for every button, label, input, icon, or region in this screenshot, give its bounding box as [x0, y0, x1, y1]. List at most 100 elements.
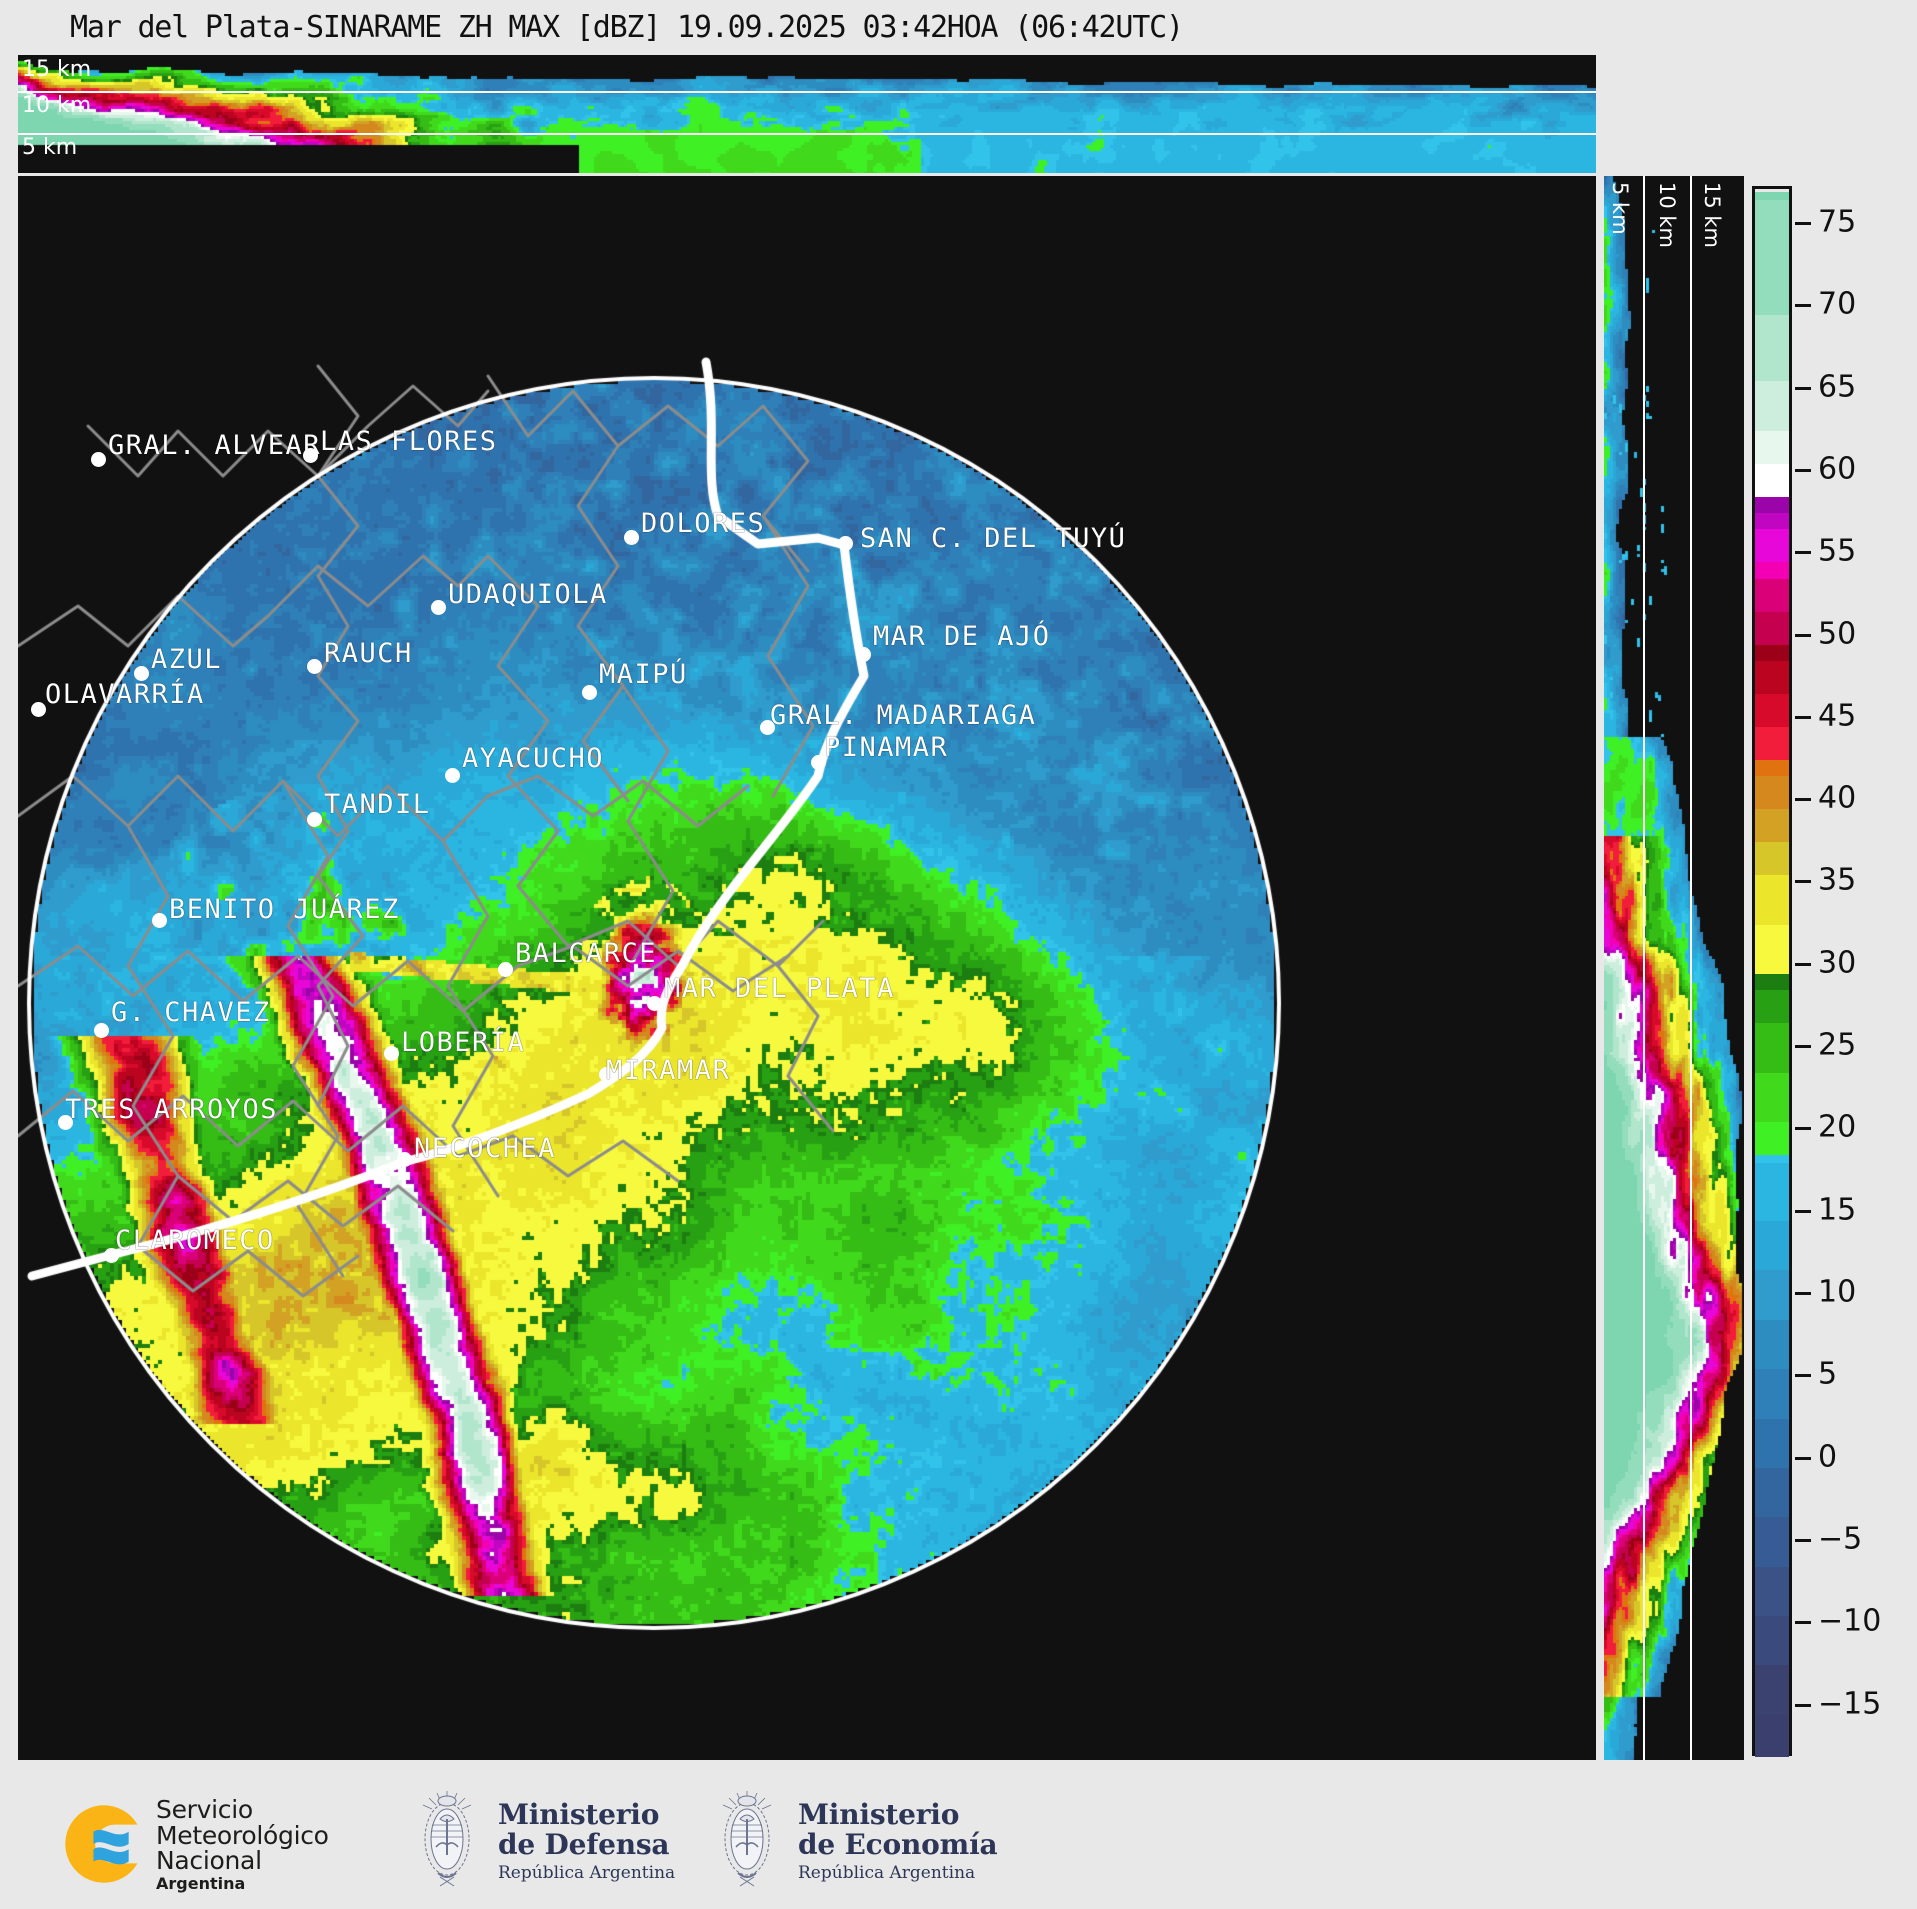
colorbar-tick — [1795, 1374, 1811, 1378]
defensa-sub: República Argentina — [498, 1862, 676, 1883]
city-marker-dot[interactable] — [811, 755, 826, 770]
xsec-right-label-10km: 10 km — [1655, 182, 1679, 249]
city-marker-dot[interactable] — [91, 452, 106, 467]
city-marker-dot[interactable] — [498, 962, 513, 977]
colorbar-tick — [1795, 1045, 1811, 1049]
colorbar-segment — [1755, 1336, 1789, 1346]
colorbar-segment — [1755, 266, 1789, 276]
smn-line-1: Servicio — [156, 1795, 253, 1824]
colorbar-segment — [1755, 1377, 1789, 1387]
colorbar-segment — [1755, 866, 1789, 877]
logo-ministerio-economia: Ministerio de Economía República Argenti… — [710, 1789, 998, 1893]
colorbar-segment — [1755, 850, 1789, 860]
colorbar-segment — [1755, 192, 1789, 202]
colorbar-segment — [1755, 381, 1789, 391]
colorbar-segment — [1755, 389, 1789, 399]
xsec-right-label-15km: 15 km — [1700, 182, 1724, 249]
colorbar-tick-label: 45 — [1818, 698, 1857, 734]
colorbar-segment — [1755, 1006, 1789, 1017]
colorbar-segment — [1755, 982, 1789, 992]
colorbar-segment — [1755, 1533, 1789, 1543]
radar-map-panel[interactable]: GRAL. ALVEAR LAS FLORES DOLORES SAN C. DEL … — [18, 176, 1596, 1760]
cross-section-top-panel: 15 km 10 km 5 km — [18, 55, 1596, 173]
colorbar-segment — [1755, 1558, 1789, 1568]
city-marker-dot[interactable] — [624, 530, 639, 545]
colorbar-tick-label: −10 — [1818, 1603, 1882, 1639]
colorbar-segment — [1755, 1739, 1789, 1749]
colorbar-segment — [1755, 1402, 1789, 1412]
city-marker-dot[interactable] — [397, 1152, 412, 1167]
xsec-top-gridline-5km — [18, 133, 1596, 135]
colorbar-segment — [1755, 661, 1789, 671]
colorbar-tick-label: 50 — [1818, 616, 1857, 651]
city-marker-dot[interactable] — [599, 1067, 614, 1082]
colorbar-segment — [1755, 356, 1789, 366]
colorbar-tick-label: 75 — [1818, 204, 1857, 240]
city-marker-dot[interactable] — [647, 996, 662, 1011]
colorbar-tick — [1795, 1456, 1811, 1460]
city-marker-dot[interactable] — [582, 685, 597, 700]
colorbar-segment — [1755, 331, 1789, 342]
city-marker-dot[interactable] — [31, 702, 46, 717]
city-marker-dot[interactable] — [307, 812, 322, 827]
smn-logo-icon — [65, 1805, 138, 1884]
colorbar-segment — [1755, 1048, 1789, 1058]
colorbar-segment — [1755, 1188, 1789, 1198]
colorbar-segment — [1755, 364, 1789, 375]
colorbar-segment — [1755, 908, 1789, 918]
colorbar-segment — [1755, 504, 1789, 515]
city-marker-dot[interactable] — [134, 666, 149, 681]
colorbar-segment — [1755, 1574, 1789, 1585]
colorbar-segment — [1755, 1089, 1789, 1099]
xsec-top-label-10km: 10 km — [22, 93, 92, 118]
city-marker-dot[interactable] — [838, 536, 853, 551]
colorbar-segment — [1755, 529, 1789, 539]
colorbar-segment — [1755, 1237, 1789, 1247]
colorbar-segment — [1755, 307, 1789, 317]
colorbar-segment — [1755, 875, 1789, 885]
colorbar-segment — [1755, 1525, 1789, 1535]
argentina-coat-of-arms-icon — [722, 1791, 772, 1887]
colorbar-tick — [1795, 1621, 1811, 1625]
city-marker-dot[interactable] — [760, 720, 775, 735]
city-marker-dot[interactable] — [307, 659, 322, 674]
colorbar-segment — [1755, 1517, 1789, 1527]
city-marker-dot[interactable] — [104, 1248, 119, 1263]
city-marker-dot[interactable] — [94, 1023, 109, 1038]
colorbar-segment — [1755, 406, 1789, 416]
colorbar-segment — [1755, 644, 1789, 654]
colorbar-segment — [1755, 1212, 1789, 1222]
colorbar-segment — [1755, 974, 1789, 984]
city-marker-dot[interactable] — [58, 1115, 73, 1130]
colorbar-segment — [1755, 1599, 1789, 1609]
colorbar-segment — [1755, 290, 1789, 300]
colorbar-tick-label: 55 — [1818, 533, 1857, 569]
colorbar-segment — [1755, 1081, 1789, 1091]
colorbar-segment — [1755, 595, 1789, 605]
cross-section-top-canvas — [18, 55, 1596, 173]
colorbar-tick-label: 65 — [1818, 369, 1857, 405]
city-marker-dot[interactable] — [152, 913, 167, 928]
city-marker-dot[interactable] — [303, 448, 318, 463]
colorbar-segment — [1755, 784, 1789, 794]
xsec-top-label-15km: 15 km — [22, 57, 92, 82]
colorbar-tick — [1795, 715, 1811, 719]
city-marker-dot[interactable] — [856, 647, 871, 662]
colorbar-segment — [1755, 809, 1789, 819]
colorbar-segment — [1755, 299, 1789, 309]
colorbar-segment — [1755, 1369, 1789, 1379]
colorbar-tick — [1795, 468, 1811, 472]
colorbar-segment — [1755, 1155, 1789, 1165]
colorbar-segment — [1755, 1459, 1789, 1469]
colorbar-segment — [1755, 1039, 1789, 1050]
logo-ministerio-defensa: Ministerio de Defensa República Argentin… — [410, 1789, 675, 1893]
colorbar-tick-label: 10 — [1818, 1274, 1857, 1310]
city-marker-dot[interactable] — [384, 1046, 399, 1061]
colorbar-segment — [1755, 496, 1789, 506]
colorbar-segment — [1755, 587, 1789, 597]
colorbar-segment — [1755, 669, 1789, 679]
defensa-line-2: de Defensa — [498, 1828, 670, 1862]
city-marker-dot[interactable] — [431, 600, 446, 615]
colorbar-tick — [1795, 221, 1811, 225]
city-marker-dot[interactable] — [445, 768, 460, 783]
